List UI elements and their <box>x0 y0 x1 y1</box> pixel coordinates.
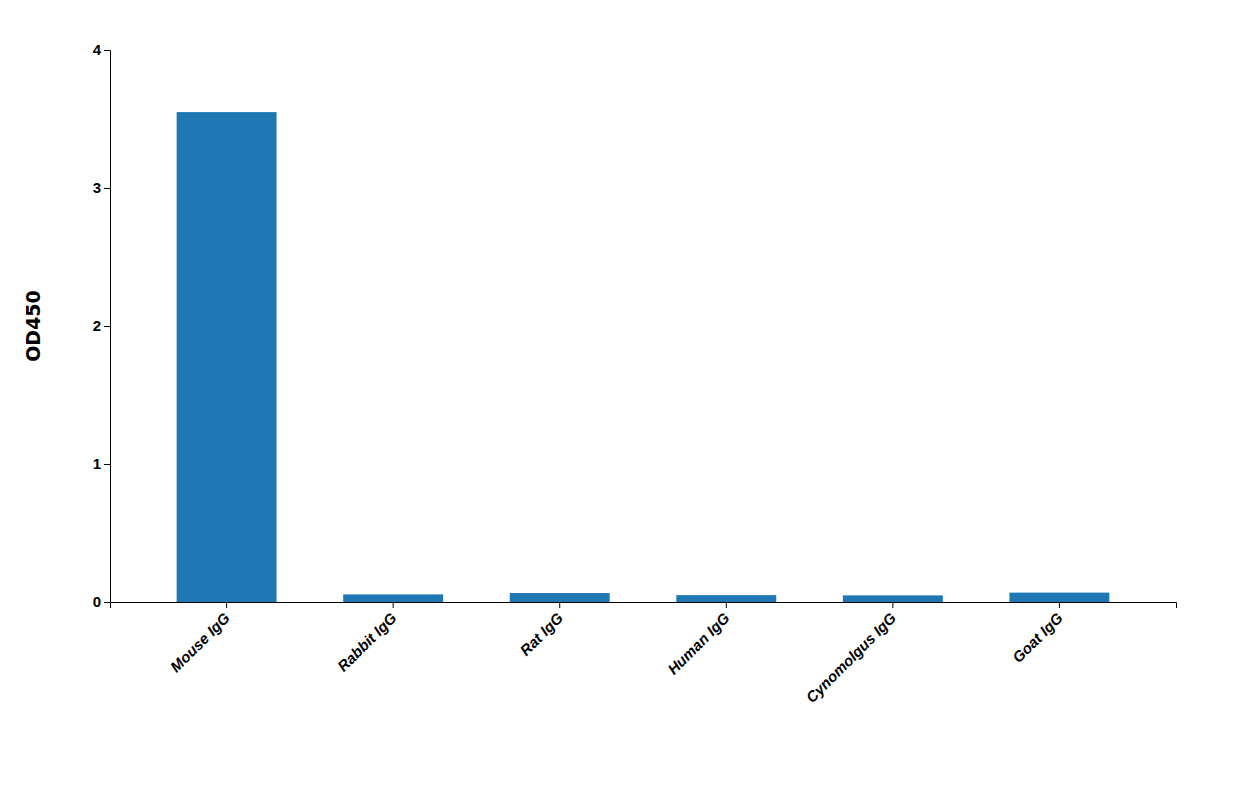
x-tick: Cynomolgus IgG <box>802 602 899 706</box>
x-tick-mark <box>726 602 727 608</box>
bar <box>843 595 943 602</box>
y-axis-line <box>104 51 111 603</box>
x-tick-label: Human IgG <box>664 609 733 678</box>
bars <box>177 112 1110 602</box>
y-tick-label: 0 <box>93 593 101 610</box>
y-tick: 0 <box>93 593 110 610</box>
x-tick-label: Rabbit IgG <box>334 609 400 675</box>
bar <box>1009 593 1109 602</box>
y-tick-mark <box>104 602 110 603</box>
x-tick: Goat IgG <box>1009 602 1066 666</box>
x-tick-mark <box>1059 602 1060 608</box>
x-tick: Rat IgG <box>516 602 566 659</box>
x-tick-mark <box>393 602 394 608</box>
bar <box>343 594 443 602</box>
x-axis: Mouse IgG Rabbit IgG Rat IgG Human IgG Cynom… <box>111 602 1177 706</box>
x-tick-mark <box>226 602 227 608</box>
chart-root: 0 1 2 3 4 Mouse IgG Rabbit IgG Rat IgG Human IgG… <box>0 0 1236 802</box>
x-tick-mark <box>892 602 893 608</box>
y-tick-mark <box>104 464 110 465</box>
x-tick: Human IgG <box>664 602 733 678</box>
x-tick: Mouse IgG <box>167 602 233 675</box>
bar <box>177 112 277 602</box>
y-tick-mark <box>104 188 110 189</box>
x-tick: Rabbit IgG <box>334 602 400 675</box>
x-tick-label: Cynomolgus IgG <box>802 609 899 706</box>
y-axis: 0 1 2 3 4 <box>93 41 111 610</box>
y-tick-label: 4 <box>93 41 102 58</box>
y-tick: 1 <box>93 455 110 472</box>
x-tick-label: Goat IgG <box>1009 609 1066 666</box>
y-tick: 2 <box>93 317 110 334</box>
y-tick-label: 2 <box>93 317 101 334</box>
y-tick: 4 <box>93 41 110 58</box>
x-tick-label: Rat IgG <box>516 609 566 659</box>
x-axis-line <box>111 603 1177 609</box>
y-tick-label: 3 <box>93 179 101 196</box>
plot: 0 1 2 3 4 Mouse IgG Rabbit IgG Rat IgG Human IgG… <box>22 41 1177 706</box>
x-tick-mark <box>559 602 560 608</box>
y-tick-label: 1 <box>93 455 101 472</box>
y-axis-title: OD450 <box>22 290 44 362</box>
y-tick-mark <box>104 50 110 51</box>
x-tick-label: Mouse IgG <box>167 609 233 675</box>
bar <box>676 595 776 602</box>
y-tick: 3 <box>93 179 110 196</box>
y-tick-mark <box>104 326 110 327</box>
bar <box>510 593 610 602</box>
